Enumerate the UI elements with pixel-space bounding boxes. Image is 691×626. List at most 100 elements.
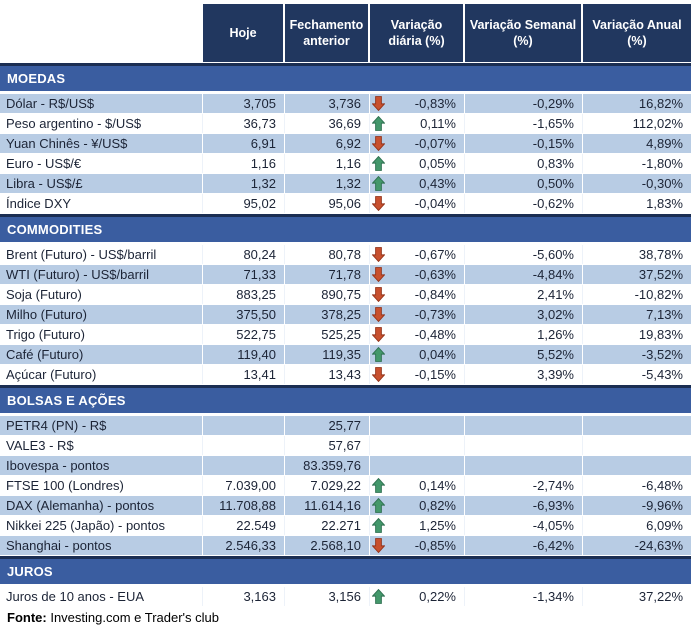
table-row: Euro - US$/€ 1,16 1,16 0,05% 0,83% -1,80% (0, 154, 691, 173)
header-spacer (0, 4, 203, 62)
value-variacao-semanal: -0,15% (465, 134, 583, 153)
row-label: VALE3 - R$ (0, 436, 203, 455)
value-variacao-anual: -3,52% (583, 345, 691, 364)
value-hoje: 883,25 (203, 285, 285, 304)
value-variacao-semanal: 3,39% (465, 365, 583, 384)
value-hoje: 1,16 (203, 154, 285, 173)
value-hoje (203, 436, 285, 455)
value-hoje: 95,02 (203, 194, 285, 213)
source-text: Investing.com e Trader's club (46, 610, 220, 625)
value-variacao-semanal: 2,41% (465, 285, 583, 304)
table-row: Açúcar (Futuro) 13,41 13,43 -0,15% 3,39% -5,4… (0, 365, 691, 384)
value-variacao-semanal: -6,93% (465, 496, 583, 515)
cell-variacao-diaria: 1,25% (370, 516, 465, 535)
table-row: Café (Futuro) 119,40 119,35 0,04% 5,52% -3,52… (0, 345, 691, 364)
cell-variacao-diaria (370, 436, 465, 455)
cell-variacao-diaria: -0,15% (370, 365, 465, 384)
section-divider (0, 556, 691, 559)
value-variacao-diaria: 0,22% (419, 589, 456, 604)
value-hoje: 1,32 (203, 174, 285, 193)
value-variacao-anual: -1,80% (641, 156, 683, 171)
value-variacao-anual (583, 456, 691, 475)
row-label: DAX (Alemanha) - pontos (0, 496, 203, 515)
value-fechamento-anterior: 13,43 (285, 365, 370, 384)
up-arrow-icon (372, 589, 386, 604)
section-header-commodities: COMMODITIES (0, 217, 691, 242)
section-divider (0, 214, 691, 217)
value-hoje: 375,50 (203, 305, 285, 324)
value-variacao-anual: 16,82% (583, 94, 691, 113)
value-variacao-diaria: -0,15% (414, 367, 456, 382)
down-arrow-icon (372, 307, 386, 322)
value-variacao-semanal: -1,65% (465, 114, 583, 133)
value-variacao-diaria: -0,04% (414, 196, 456, 211)
section-divider (0, 385, 691, 388)
row-label: Juros de 10 anos - EUA (0, 587, 203, 606)
value-hoje: 119,40 (203, 345, 285, 364)
value-variacao-anual: 7,13% (583, 305, 691, 324)
value-variacao-semanal (465, 436, 583, 455)
table-row: Milho (Futuro) 375,50 378,25 -0,73% 3,02% 7,1… (0, 305, 691, 324)
value-variacao-semanal (465, 416, 583, 435)
value-variacao-semanal: -0,29% (465, 94, 583, 113)
value-hoje: 80,24 (203, 245, 285, 264)
down-arrow-icon (372, 287, 386, 302)
table-row: WTI (Futuro) - US$/barril 71,33 71,78 -0,63… (0, 265, 691, 284)
up-arrow-icon (372, 478, 386, 493)
value-fechamento-anterior: 525,25 (285, 325, 370, 344)
cell-variacao-diaria: 0,14% (370, 476, 465, 495)
value-fechamento-anterior: 25,77 (285, 416, 370, 435)
cell-variacao-diaria: -0,48% (370, 325, 465, 344)
value-hoje: 3,705 (203, 94, 285, 113)
value-fechamento-anterior: 119,35 (285, 345, 370, 364)
value-variacao-semanal: 5,52% (465, 345, 583, 364)
table-row: Yuan Chinês - ¥/US$ 6,91 6,92 -0,07% -0,15% 4… (0, 134, 691, 153)
value-variacao-diaria: -0,83% (414, 96, 456, 111)
value-variacao-diaria: 1,25% (419, 518, 456, 533)
row-label: Café (Futuro) (0, 345, 203, 364)
row-label: Peso argentino - $/US$ (0, 114, 203, 133)
cell-variacao-diaria: -0,73% (370, 305, 465, 324)
column-header-variacao-diaria: Variação diária (%) (370, 4, 465, 62)
cell-variacao-diaria: -0,84% (370, 285, 465, 304)
value-variacao-semanal: -1,34% (465, 587, 583, 606)
value-variacao-diaria: -0,63% (414, 267, 456, 282)
down-arrow-icon (372, 196, 386, 211)
cell-variacao-diaria: -0,07% (370, 134, 465, 153)
value-fechamento-anterior: 80,78 (285, 245, 370, 264)
column-header-hoje: Hoje (203, 4, 285, 62)
value-hoje: 2.546,33 (203, 536, 285, 555)
value-variacao-semanal: -6,42% (465, 536, 583, 555)
value-fechamento-anterior: 2.568,10 (285, 536, 370, 555)
cell-variacao-diaria: -0,63% (370, 265, 465, 284)
value-fechamento-anterior: 36,69 (285, 114, 370, 133)
cell-variacao-diaria: -0,83% (370, 94, 465, 113)
section-divider (0, 63, 691, 66)
value-variacao-anual: -9,96% (583, 496, 691, 515)
value-hoje: 3,163 (203, 587, 285, 606)
row-label: Shanghai - pontos (0, 536, 203, 555)
value-variacao-diaria: 0,05% (419, 156, 456, 171)
row-label: Libra - US$/£ (0, 174, 203, 193)
value-variacao-semanal: -0,62% (465, 194, 583, 213)
value-hoje: 71,33 (203, 265, 285, 284)
value-fechamento-anterior: 83.359,76 (285, 456, 370, 475)
cell-variacao-diaria (370, 416, 465, 435)
column-header-variacao-anual: Variação Anual (%) (583, 4, 691, 62)
value-variacao-anual: 1,83% (646, 196, 683, 211)
value-variacao-semanal: -4,84% (465, 265, 583, 284)
row-label: Ibovespa - pontos (0, 456, 203, 475)
row-label: Yuan Chinês - ¥/US$ (0, 134, 203, 153)
sections: MOEDAS Dólar - R$/US$ 3,705 3,736 -0,83% -0,2… (0, 63, 691, 606)
table-header: Hoje Fechamento anterior Variação diária… (0, 4, 691, 62)
source-note: Fonte: Investing.com e Trader's club (0, 610, 691, 625)
value-variacao-semanal: -5,60% (465, 245, 583, 264)
value-hoje: 22.549 (203, 516, 285, 535)
down-arrow-icon (372, 538, 386, 553)
row-label: Brent (Futuro) - US$/barril (0, 245, 203, 264)
row-label: Soja (Futuro) (0, 285, 203, 304)
table-row: DAX (Alemanha) - pontos 11.708,88 11.614,1… (0, 496, 691, 515)
value-variacao-diaria: -0,85% (414, 538, 456, 553)
row-label: Açúcar (Futuro) (0, 365, 203, 384)
